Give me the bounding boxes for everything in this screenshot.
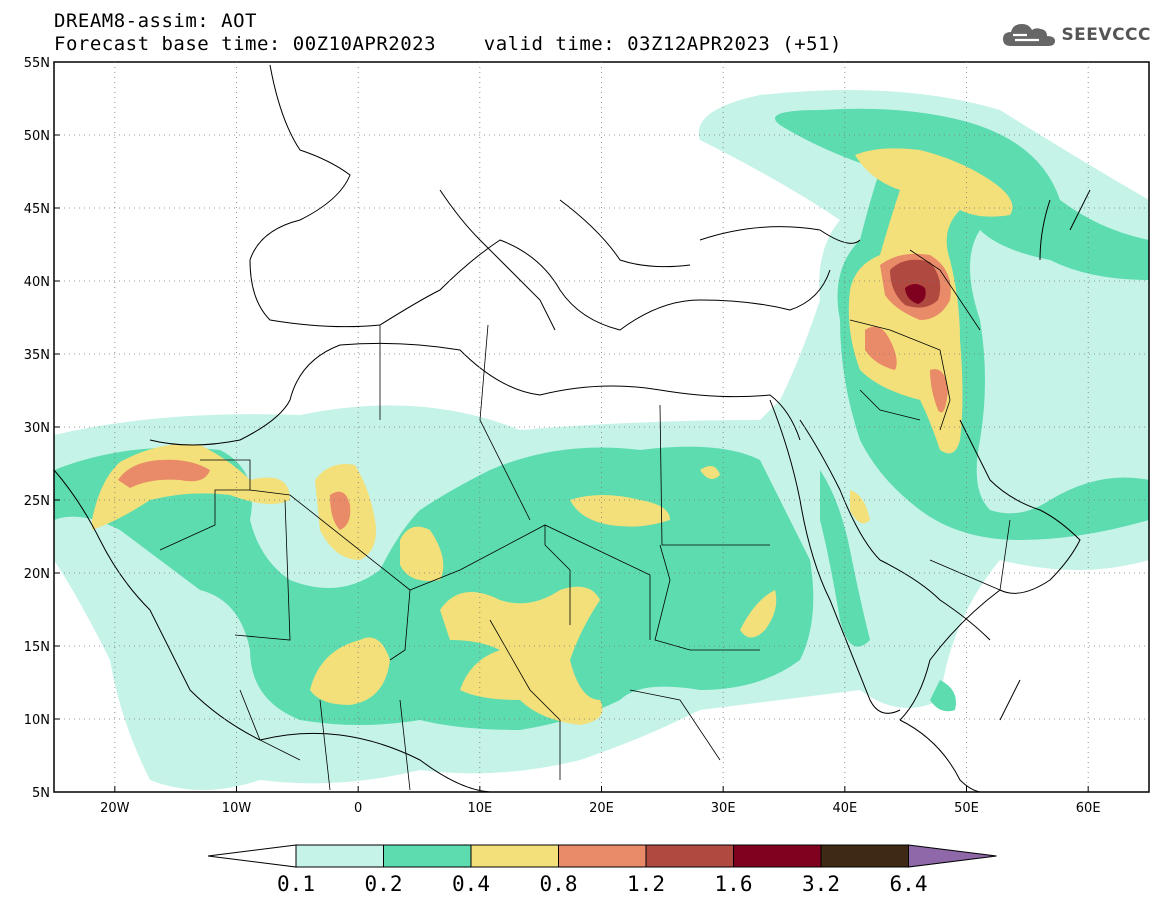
colorbar-arrow-high	[908, 844, 997, 868]
tick-label-lon: 60E	[1076, 801, 1101, 816]
colorbar-label: 1.2	[627, 872, 665, 896]
colorbar-segment	[558, 844, 647, 868]
tick-label-lat: 45N	[24, 202, 50, 217]
colorbar	[207, 844, 997, 868]
title-line-2: Forecast base time: 00Z10APR2023 valid t…	[54, 33, 842, 55]
colorbar-label: 0.8	[539, 872, 578, 896]
tick-label-lon: 20W	[100, 801, 130, 816]
colorbar-label: 1.6	[714, 872, 753, 896]
tick-label-lon: 30E	[711, 801, 736, 816]
aot-band-1.6	[905, 284, 926, 304]
tick-label-lat: 5N	[32, 786, 50, 801]
colorbar-segment	[820, 844, 909, 868]
tick-label-lon: 0	[354, 801, 362, 816]
tick-label-lon: 50E	[954, 801, 979, 816]
tick-label-lat: 20N	[24, 567, 50, 582]
colorbar-label: 0.4	[452, 872, 490, 896]
colorbar-arrow-low	[207, 844, 297, 868]
lat-lon-grid	[54, 62, 1149, 792]
tick-label-lat: 55N	[24, 56, 50, 71]
cloud-icon	[1003, 24, 1056, 46]
colorbar-segment	[295, 844, 384, 868]
logo-text: SEEVCCC	[1061, 25, 1151, 45]
tick-label-lat: 35N	[24, 348, 50, 363]
colorbar-segment	[470, 844, 559, 868]
tick-label-lat: 50N	[24, 129, 50, 144]
tick-label-lon: 10E	[467, 801, 492, 816]
tick-label-lat: 10N	[24, 713, 50, 728]
tick-label-lat: 15N	[24, 640, 50, 655]
tick-label-lon: 40E	[832, 801, 857, 816]
aot-band-1.2	[890, 259, 941, 308]
colorbar-segment	[383, 844, 472, 868]
tick-label-lat: 25N	[24, 494, 50, 509]
seevccc-logo: SEEVCCC	[1001, 20, 1151, 50]
tick-label-lat: 30N	[24, 421, 50, 436]
map-axes: 20W 10W 0 10E 20E 30E 40E 50E 60E 55N 50N 45N 40N 35N…	[24, 56, 1101, 816]
tick-label-lon: 20E	[589, 801, 614, 816]
country-borders	[159, 249, 1011, 791]
tick-label-lat: 40N	[24, 275, 50, 290]
colorbar-label: 0.1	[277, 872, 315, 896]
colorbar-label: 6.4	[889, 872, 928, 896]
title-line-1: DREAM8-assim: AOT	[54, 10, 257, 32]
colorbar-segment	[645, 844, 734, 868]
tick-label-lon: 10W	[222, 801, 252, 816]
colorbar-label: 3.2	[802, 872, 840, 896]
coastlines	[54, 64, 1091, 792]
colorbar-label: 0.2	[364, 872, 403, 896]
colorbar-segment	[733, 844, 822, 868]
aot-field	[54, 64, 1149, 792]
